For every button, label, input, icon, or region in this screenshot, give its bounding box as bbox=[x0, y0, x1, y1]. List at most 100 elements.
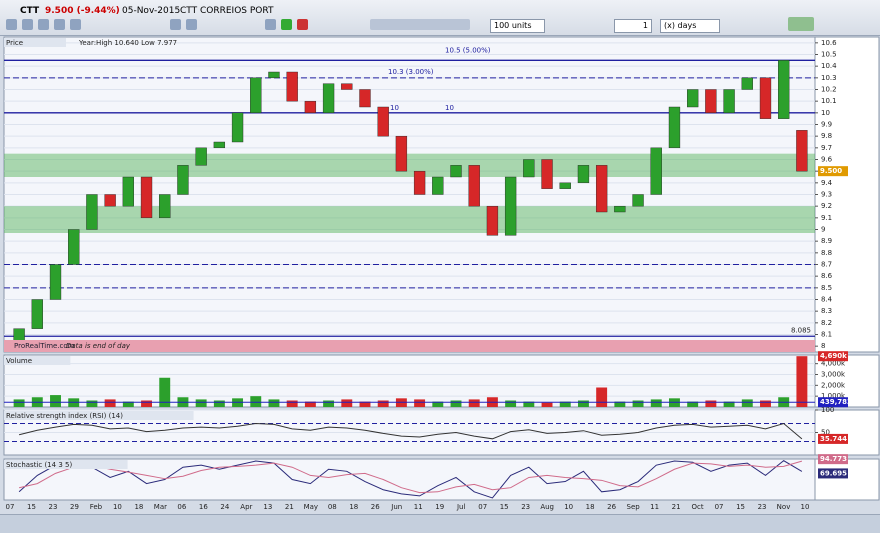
tool[interactable] bbox=[186, 19, 197, 30]
series-line bbox=[18, 422, 803, 440]
x-tick-label: Sep bbox=[627, 503, 641, 511]
panel-title: Stochastic (14 3 5) bbox=[6, 461, 72, 469]
volume-bar bbox=[377, 400, 389, 407]
panel-header bbox=[4, 38, 66, 47]
last-volume-box bbox=[818, 351, 848, 362]
tool[interactable] bbox=[54, 19, 65, 30]
candle bbox=[504, 176, 517, 236]
y-tick-label: 8.4 bbox=[821, 296, 833, 304]
tool[interactable] bbox=[170, 19, 181, 30]
y-tick-label: 8.9 bbox=[821, 237, 832, 245]
tool[interactable] bbox=[38, 19, 49, 30]
volume-bar bbox=[323, 400, 335, 407]
candle bbox=[723, 89, 735, 114]
y-tick-label: 8.7 bbox=[821, 261, 832, 269]
panel-header bbox=[4, 356, 71, 365]
tool-group[interactable] bbox=[370, 19, 470, 30]
panel-header bbox=[4, 411, 194, 420]
volume-bar bbox=[341, 399, 353, 407]
footer-band bbox=[4, 340, 815, 352]
x-tick-label: Apr bbox=[240, 503, 252, 511]
candle bbox=[595, 165, 608, 213]
instrument-name: CTT CORREIOS PORT bbox=[180, 6, 274, 16]
chart-type[interactable] bbox=[788, 17, 814, 31]
panel-title: Volume bbox=[6, 357, 32, 365]
volume-bar bbox=[468, 399, 480, 407]
tool[interactable] bbox=[265, 19, 276, 30]
tool[interactable] bbox=[297, 19, 308, 30]
x-tick-label: 07 bbox=[478, 503, 487, 511]
x-tick-label: 10 bbox=[113, 503, 122, 511]
candle bbox=[122, 176, 134, 207]
candle bbox=[268, 71, 280, 79]
volume-bar bbox=[559, 401, 571, 407]
level-label: 8.085 bbox=[791, 326, 811, 334]
period-count[interactable]: 1 bbox=[614, 19, 652, 33]
tool[interactable] bbox=[22, 19, 33, 30]
period-unit[interactable]: (x) days bbox=[660, 19, 720, 33]
y-tick-label: 9.9 bbox=[821, 121, 832, 129]
candle bbox=[104, 194, 116, 207]
y-tick-label: 4,000k bbox=[821, 360, 846, 368]
volume-bar bbox=[596, 387, 608, 407]
volume-bar bbox=[505, 400, 517, 407]
units-select[interactable]: 100 units bbox=[490, 19, 545, 33]
x-tick-label: 08 bbox=[328, 503, 337, 511]
volume-bar bbox=[141, 400, 152, 407]
y-tick-label: 10.2 bbox=[821, 86, 837, 94]
panel-subtitle: Year:High 10.640 Low 7.977 bbox=[78, 39, 177, 47]
tool[interactable] bbox=[6, 19, 17, 30]
volume-bar bbox=[359, 401, 371, 407]
last-value: 69.695 bbox=[820, 469, 847, 477]
y-tick-label: 50 bbox=[821, 429, 830, 437]
scrollbar[interactable] bbox=[0, 514, 880, 533]
y-tick-label: 8.3 bbox=[821, 307, 832, 315]
volume-bar bbox=[13, 399, 25, 407]
candle bbox=[413, 170, 426, 195]
x-tick-label: 19 bbox=[435, 503, 444, 511]
y-tick-label: 10 bbox=[821, 109, 830, 117]
volume-bar bbox=[523, 401, 535, 407]
candle bbox=[195, 147, 207, 166]
x-tick-label: 16 bbox=[199, 503, 208, 511]
x-tick-label: 15 bbox=[500, 503, 509, 511]
x-tick-label: May bbox=[304, 503, 318, 511]
x-tick-label: 13 bbox=[263, 503, 272, 511]
x-tick-label: 15 bbox=[736, 503, 745, 511]
last-volume: 4,690k bbox=[820, 352, 847, 360]
zone bbox=[4, 206, 815, 233]
candle bbox=[541, 159, 553, 189]
volume-bar bbox=[650, 399, 662, 407]
quote: 9.500 (-9.44%) bbox=[45, 6, 120, 16]
target-label: 10.3 (3.00%) bbox=[388, 68, 434, 76]
volume-bar bbox=[760, 400, 771, 407]
volume-bar bbox=[687, 401, 699, 407]
x-tick-label: 26 bbox=[371, 503, 380, 511]
x-tick-label: Feb bbox=[90, 503, 103, 511]
candle bbox=[86, 194, 98, 230]
candle bbox=[286, 71, 298, 102]
candle bbox=[159, 194, 171, 219]
x-tick-label: 15 bbox=[27, 503, 36, 511]
target-label: 10.5 (5.00%) bbox=[445, 46, 491, 54]
x-tick-label: 26 bbox=[607, 503, 616, 511]
candle bbox=[468, 165, 480, 207]
tool[interactable] bbox=[70, 19, 81, 30]
candle bbox=[796, 130, 808, 172]
volume-bar bbox=[741, 399, 753, 407]
tool[interactable] bbox=[281, 19, 292, 30]
target-label: 10 bbox=[445, 104, 454, 112]
y-tick-label: 8 bbox=[821, 342, 825, 350]
candle bbox=[13, 328, 25, 341]
last-value: 35.744 bbox=[820, 435, 847, 443]
y-tick-label: 10.4 bbox=[821, 62, 837, 70]
x-tick-label: 23 bbox=[521, 503, 530, 511]
y-tick-label: 8.8 bbox=[821, 249, 832, 257]
x-tick-label: Aug bbox=[540, 503, 554, 511]
symbol: CTT bbox=[20, 6, 40, 16]
y-tick-label: 9.2 bbox=[821, 202, 832, 210]
volume-bar bbox=[577, 400, 589, 407]
panel-header bbox=[4, 460, 128, 469]
y-tick-label: 8.6 bbox=[821, 272, 833, 280]
